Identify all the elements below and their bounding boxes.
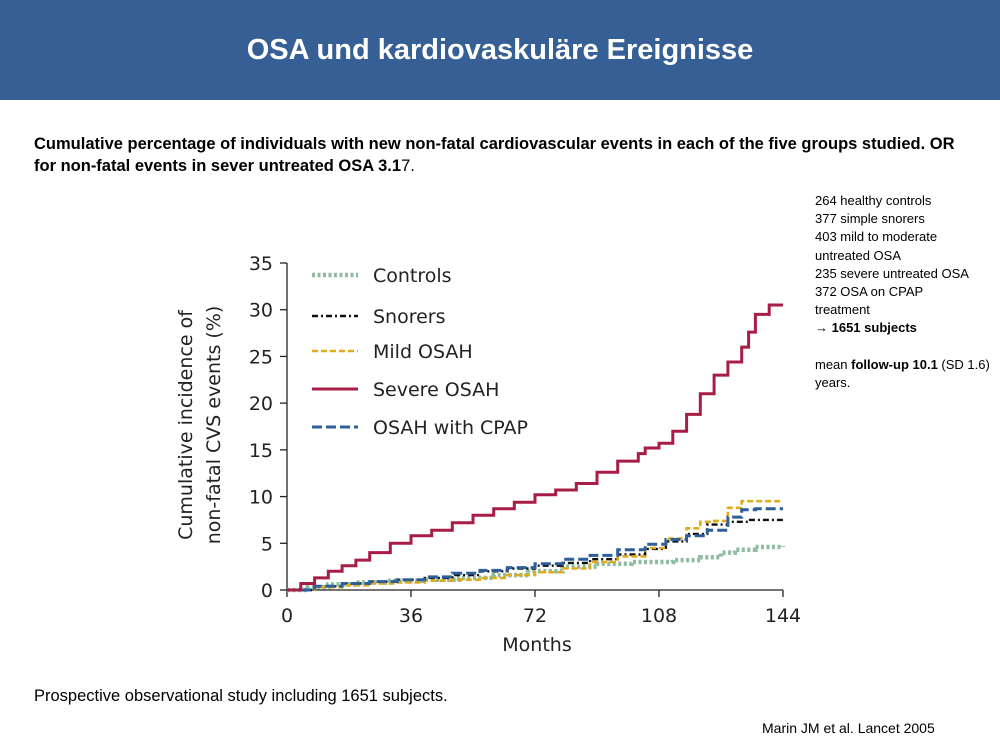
cohort-line: 235 severe untreated OSA	[815, 265, 969, 281]
caption-bold: Cumulative percentage of individuals wit…	[34, 135, 955, 175]
cohort-line: 372 OSA on CPAP	[815, 284, 924, 300]
followup-bold: follow-up 10.1	[851, 356, 938, 372]
y-tick-label: 20	[249, 393, 273, 415]
citation: Marin JM et al. Lancet 2005	[762, 720, 935, 736]
series-line	[287, 303, 783, 592]
followup-rest: (SD 1.6) years.	[815, 356, 994, 390]
y-axis-label-line1: Cumulative incidence of	[175, 309, 197, 540]
chart-series	[287, 303, 786, 593]
chart-caption: Cumulative percentage of individuals wit…	[34, 133, 964, 177]
legend-label: Snorers	[373, 306, 446, 328]
cohort-line: treatment	[815, 302, 870, 318]
y-tick-label: 10	[249, 487, 273, 509]
y-tick-label: 0	[261, 580, 273, 602]
followup-note: mean follow-up 10.1 (SD 1.6) years.	[815, 356, 1000, 392]
cohort-note: 264 healthy controls 377 simple snorers …	[815, 192, 1000, 392]
series-line	[287, 507, 783, 592]
study-note: Prospective observational study includin…	[34, 687, 448, 705]
chart-axes: 0 5 10 15 20 25 30 35 0 36 72 108 144	[249, 253, 801, 627]
caption-normal: 7.	[401, 157, 415, 175]
y-tick-label: 5	[261, 533, 273, 555]
slide-header: OSA und kardiovaskuläre Ereignisse	[0, 0, 1000, 100]
series-line	[287, 518, 783, 592]
legend-label: Mild OSAH	[373, 341, 473, 363]
y-tick-label: 35	[249, 253, 273, 275]
x-tick-label: 108	[641, 605, 677, 627]
y-tick-label: 25	[249, 346, 273, 368]
x-axis-label: Months	[502, 634, 571, 656]
cohort-line: 377 simple snorers	[815, 211, 925, 227]
legend-label: Severe OSAH	[373, 379, 499, 401]
cohort-line: 264 healthy controls	[815, 193, 932, 208]
cohort-total: → 1651 subjects	[815, 320, 917, 336]
cohort-line: 403 mild to moderate	[815, 229, 938, 245]
x-tick-label: 36	[399, 605, 423, 627]
legend-label: OSAH with CPAP	[373, 417, 528, 439]
legend-label: Controls	[373, 265, 452, 287]
x-tick-label: 0	[281, 605, 293, 627]
cohort-line: untreated OSA	[815, 247, 901, 263]
x-tick-label: 144	[765, 605, 801, 627]
y-axis-label-line2: non-fatal CVS events (%)	[203, 306, 225, 545]
series-line	[287, 499, 783, 592]
y-tick-label: 30	[249, 300, 273, 322]
slide-title: OSA und kardiovaskuläre Ereignisse	[246, 33, 754, 66]
x-tick-label: 72	[523, 605, 547, 627]
chart-legend: Controls Snorers Mild OSAH Severe OSAH OSAH …	[312, 265, 528, 439]
followup-prefix: mean	[815, 356, 852, 372]
y-tick-label: 15	[249, 440, 273, 462]
